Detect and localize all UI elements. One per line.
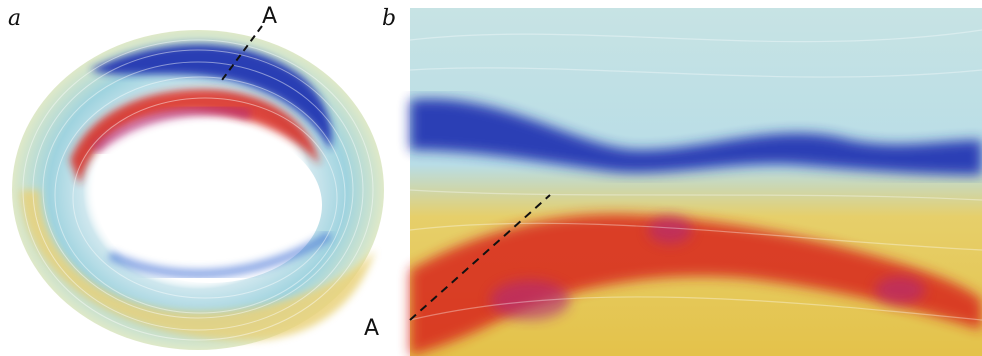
panel-a: a A	[0, 0, 390, 356]
zoom-visualization	[409, 8, 982, 356]
blue-band	[90, 44, 332, 150]
ring-hole	[98, 127, 322, 283]
panel-a-label: a	[8, 6, 22, 31]
panel-b-marker-label: A	[364, 316, 380, 341]
panel-b-label: b	[382, 6, 397, 31]
panel-a-marker-label: A	[262, 4, 278, 29]
torus-visualization	[12, 25, 384, 350]
yellow-band	[20, 190, 375, 341]
marker-line-b	[409, 194, 551, 321]
red-band	[70, 89, 320, 185]
zoom-blue-band	[410, 98, 982, 175]
panel-b: b A	[364, 0, 982, 356]
zoom-red-band	[410, 214, 982, 356]
